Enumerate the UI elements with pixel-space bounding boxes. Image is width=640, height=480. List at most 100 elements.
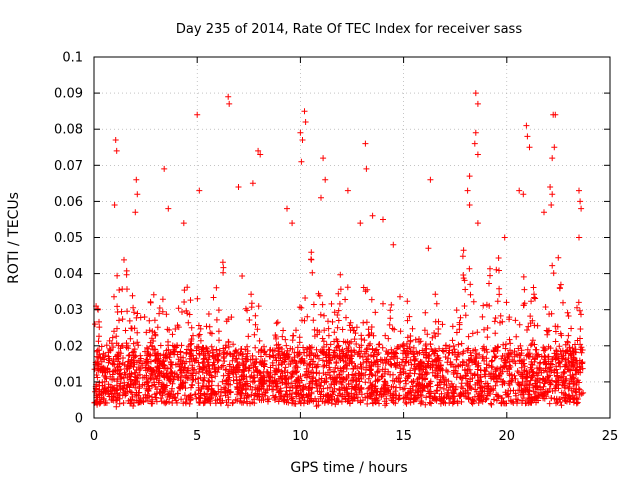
data-point-marker bbox=[360, 359, 367, 366]
data-point-marker bbox=[388, 397, 395, 404]
data-point-marker bbox=[407, 367, 414, 374]
data-point-marker bbox=[337, 271, 344, 278]
data-point-marker bbox=[159, 296, 166, 303]
data-point-marker bbox=[223, 318, 230, 325]
data-point-marker bbox=[459, 253, 466, 260]
data-point-marker bbox=[397, 365, 404, 372]
data-point-marker bbox=[371, 359, 378, 366]
data-point-marker bbox=[570, 380, 577, 387]
data-point-marker bbox=[443, 345, 449, 352]
data-point-marker bbox=[548, 310, 555, 317]
data-point-marker bbox=[154, 357, 161, 364]
data-point-marker bbox=[327, 374, 334, 381]
data-point-marker bbox=[457, 314, 464, 321]
data-point-marker bbox=[467, 370, 474, 377]
data-point-marker bbox=[523, 122, 530, 129]
data-point-marker bbox=[134, 378, 140, 385]
data-point-marker bbox=[294, 344, 301, 351]
data-point-marker bbox=[467, 384, 474, 391]
data-point-marker bbox=[195, 343, 202, 350]
data-point-marker bbox=[203, 323, 210, 330]
data-point-marker bbox=[335, 307, 342, 314]
data-point-marker bbox=[247, 356, 254, 363]
data-point-marker bbox=[397, 384, 403, 391]
data-point-marker bbox=[163, 370, 170, 377]
data-point-marker bbox=[147, 299, 154, 306]
data-point-marker bbox=[368, 382, 375, 389]
data-point-marker bbox=[546, 372, 553, 379]
data-point-marker bbox=[319, 301, 326, 308]
data-point-marker bbox=[325, 332, 332, 339]
data-point-marker bbox=[390, 241, 397, 248]
data-point-marker bbox=[392, 388, 399, 395]
data-point-marker bbox=[550, 270, 557, 277]
data-point-marker bbox=[162, 352, 169, 359]
data-point-marker bbox=[387, 315, 394, 322]
data-point-marker bbox=[183, 349, 190, 356]
data-point-marker bbox=[558, 402, 565, 409]
data-point-marker bbox=[133, 374, 140, 381]
data-point-marker bbox=[490, 387, 497, 394]
data-point-marker bbox=[484, 380, 491, 387]
data-point-marker bbox=[508, 371, 515, 378]
data-point-marker bbox=[470, 397, 477, 404]
data-point-marker bbox=[470, 298, 477, 305]
data-point-marker bbox=[554, 370, 561, 376]
data-point-marker bbox=[380, 216, 386, 223]
data-point-marker bbox=[293, 327, 299, 334]
data-point-marker bbox=[106, 357, 113, 364]
data-point-marker bbox=[323, 378, 329, 385]
data-point-marker bbox=[166, 375, 172, 382]
data-point-marker bbox=[152, 332, 159, 339]
data-point-marker bbox=[230, 399, 236, 406]
data-point-marker bbox=[397, 378, 404, 385]
data-point-marker bbox=[476, 393, 483, 400]
data-point-marker bbox=[467, 356, 474, 363]
data-point-marker bbox=[386, 321, 393, 328]
data-point-marker bbox=[256, 370, 263, 377]
data-point-marker bbox=[218, 363, 225, 370]
data-point-marker bbox=[103, 342, 110, 349]
data-point-marker bbox=[284, 369, 291, 376]
data-point-marker bbox=[404, 345, 411, 352]
data-point-marker bbox=[388, 346, 395, 353]
data-point-marker bbox=[319, 357, 326, 364]
data-point-marker bbox=[365, 326, 372, 333]
data-point-marker bbox=[548, 202, 555, 208]
data-point-marker bbox=[399, 342, 406, 349]
data-point-marker bbox=[361, 337, 368, 344]
data-point-marker bbox=[116, 400, 123, 407]
data-point-marker bbox=[199, 369, 206, 376]
data-point-marker bbox=[278, 392, 285, 399]
data-point-marker bbox=[227, 388, 234, 395]
data-point-marker bbox=[506, 336, 513, 343]
data-point-marker bbox=[466, 173, 473, 180]
data-point-marker bbox=[223, 399, 230, 406]
data-point-marker bbox=[569, 345, 576, 352]
data-point-marker bbox=[336, 374, 343, 381]
data-point-marker bbox=[480, 343, 487, 350]
data-point-marker bbox=[381, 378, 388, 385]
data-point-marker bbox=[533, 382, 540, 389]
data-point-marker bbox=[514, 400, 520, 407]
data-point-marker bbox=[383, 400, 390, 407]
data-point-marker bbox=[272, 380, 279, 387]
data-point-marker bbox=[120, 400, 127, 406]
data-point-marker bbox=[267, 374, 274, 380]
data-point-marker bbox=[522, 387, 529, 394]
data-point-marker bbox=[162, 400, 169, 407]
x-tick-label: 25 bbox=[602, 429, 619, 444]
data-point-marker bbox=[499, 318, 506, 325]
data-point-marker bbox=[364, 345, 371, 352]
data-point-marker bbox=[326, 347, 333, 353]
data-point-marker bbox=[369, 381, 376, 388]
data-point-marker bbox=[501, 364, 508, 370]
data-point-marker bbox=[502, 360, 509, 366]
data-point-marker bbox=[575, 385, 582, 392]
data-point-marker bbox=[493, 366, 500, 373]
data-point-marker bbox=[301, 108, 308, 115]
data-point-marker bbox=[204, 359, 211, 366]
data-point-marker bbox=[340, 384, 346, 391]
data-point-marker bbox=[299, 137, 306, 143]
data-point-marker bbox=[161, 373, 167, 380]
